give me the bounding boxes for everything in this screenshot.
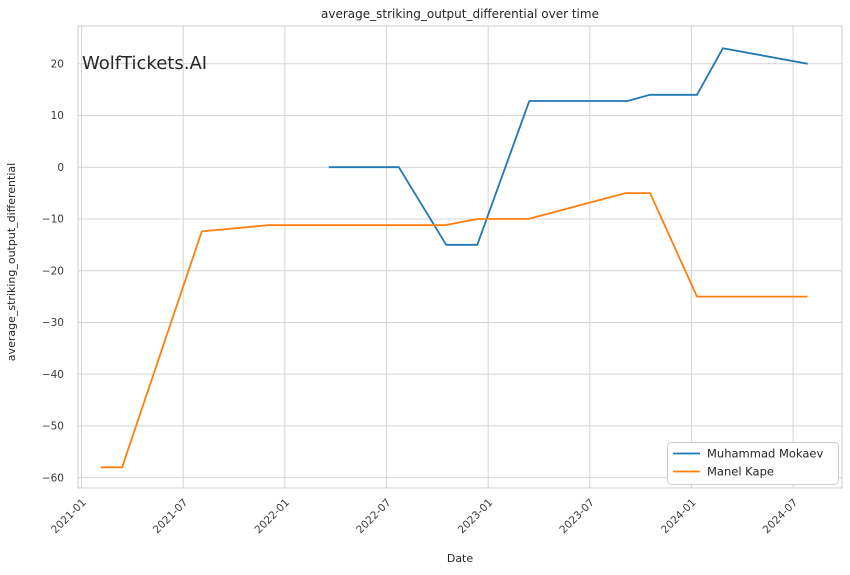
watermark: WolfTickets.AI bbox=[82, 53, 207, 74]
legend-label-kape: Manel Kape bbox=[707, 465, 774, 479]
series-layer bbox=[100, 47, 808, 469]
legend-box bbox=[667, 442, 839, 485]
y-tick-label: −20 bbox=[42, 265, 64, 277]
y-tick-label: −30 bbox=[42, 317, 64, 329]
x-tick-label: 2024-07 bbox=[761, 497, 801, 537]
x-tick-label: 2022-07 bbox=[354, 497, 394, 537]
y-tick-label: −60 bbox=[42, 472, 64, 484]
x-tick-label: 2022-01 bbox=[252, 497, 292, 537]
x-tick-label: 2023-01 bbox=[456, 497, 496, 537]
y-tick-label: 10 bbox=[51, 110, 64, 122]
y-tick-label: −40 bbox=[42, 369, 64, 381]
series-line-muhammad-mokaev bbox=[328, 47, 808, 246]
y-tick-label: −50 bbox=[42, 421, 64, 433]
x-tick-label: 2023-07 bbox=[557, 497, 597, 537]
y-tick-label: 20 bbox=[51, 58, 64, 70]
x-tick-label: 2021-01 bbox=[49, 497, 89, 537]
legend-label-mokaev: Muhammad Mokaev bbox=[707, 447, 823, 461]
x-axis-label: Date bbox=[447, 552, 474, 565]
chart-title: average_striking_output_differential ove… bbox=[321, 7, 599, 21]
series-line-manel-kape bbox=[100, 192, 808, 469]
y-tick-label: −10 bbox=[42, 214, 64, 226]
plot-area bbox=[78, 26, 842, 488]
plot-border bbox=[77, 25, 843, 489]
y-axis-label: average_striking_output_differential bbox=[5, 163, 18, 361]
legend: Muhammad Mokaev Manel Kape bbox=[667, 442, 839, 485]
x-tick-label: 2021-07 bbox=[151, 497, 191, 537]
y-tick-label: 0 bbox=[57, 162, 64, 174]
grid-layer bbox=[78, 26, 842, 488]
x-tick-label: 2024-01 bbox=[659, 497, 699, 537]
